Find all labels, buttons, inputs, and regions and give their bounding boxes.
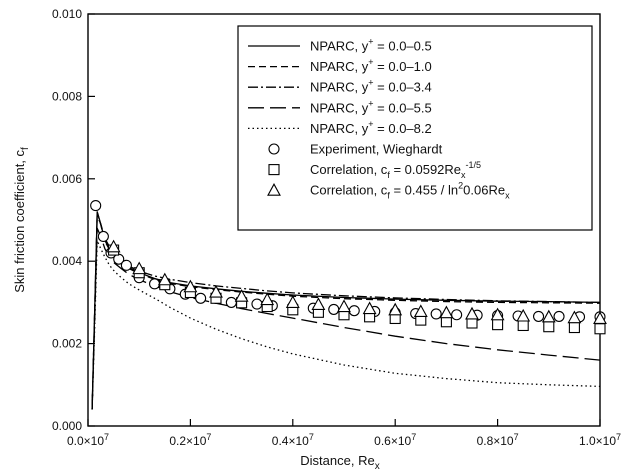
legend-label: NPARC, y+ = 0.0–1.0 <box>310 57 432 74</box>
circle-point <box>533 310 545 322</box>
circle-point <box>553 310 565 322</box>
triangle-point <box>260 292 275 306</box>
x-axis-label: Distance, Rex <box>300 453 379 472</box>
square-point <box>543 321 555 333</box>
triangle-point <box>541 309 556 323</box>
circle-point <box>149 278 161 290</box>
square-point <box>440 316 452 328</box>
y-tick-label: 0.006 <box>52 172 82 186</box>
square-point <box>517 319 529 332</box>
plot-frame <box>87 13 601 427</box>
triangle-point <box>209 284 223 298</box>
triangle-point <box>311 297 326 311</box>
triangle-point <box>439 305 454 319</box>
x-tick-label: 0.2×107 <box>169 432 211 448</box>
marker-series <box>90 200 607 335</box>
legend-marker-circle <box>268 143 280 155</box>
circle-point <box>348 305 360 317</box>
triangle-point <box>362 301 377 315</box>
circle-point <box>90 200 102 212</box>
legend-label: Experiment, Wieghardt <box>310 142 443 157</box>
circle-point <box>225 296 237 308</box>
square-point <box>492 319 504 331</box>
legend-entries: NPARC, y+ = 0.0–0.5 NPARC, y+ = 0.0–1.0 NP… <box>248 37 510 201</box>
legend-label: NPARC, y+ = 0.0–8.2 <box>310 119 432 136</box>
y-tick-label: 0.004 <box>52 254 82 268</box>
triangle-point <box>234 289 249 302</box>
triangle-point <box>465 306 479 320</box>
triangle-point <box>106 239 121 253</box>
circle-point <box>120 259 132 271</box>
legend-label: NPARC, y+ = 0.0–0.5 <box>310 37 432 54</box>
legend-marker-triangle <box>267 183 281 196</box>
legend-label: Correlation, cf = 0.455 / ln20.06Rex <box>310 181 510 201</box>
y-tick-label: 0.008 <box>52 89 82 103</box>
legend-label: NPARC, y+ = 0.0–3.4 <box>310 78 432 95</box>
triangle-point <box>337 299 351 313</box>
legend-label: Correlation, cf = 0.0592Rex-1/5 <box>310 160 481 180</box>
x-tick-label: 0.0×107 <box>67 432 109 448</box>
legend-label: NPARC, y+ = 0.0–5.5 <box>310 98 432 115</box>
circle-point <box>430 308 442 320</box>
marker-series-triangle <box>106 239 607 325</box>
triangle-point <box>516 308 531 322</box>
x-tick-label: 0.8×107 <box>477 432 519 448</box>
y-tick-label: 0.002 <box>52 337 82 351</box>
legend-marker-square <box>268 164 280 176</box>
triangle-point <box>183 279 198 293</box>
y-axis-label: Skin friction coefficient, cf <box>12 147 31 293</box>
circle-point <box>451 309 463 321</box>
triangle-point <box>285 295 300 308</box>
x-tick-label: 1.0×107 <box>579 432 621 448</box>
triangle-point <box>388 302 403 316</box>
y-tick-label: 0.000 <box>52 419 82 433</box>
x-tick-label: 0.6×107 <box>374 432 416 448</box>
square-point <box>466 317 478 329</box>
triangle-point <box>157 272 172 286</box>
square-point <box>594 323 606 335</box>
triangle-point <box>490 307 505 321</box>
circle-point <box>97 230 109 243</box>
circle-point <box>251 298 263 310</box>
triangle-point <box>413 304 428 318</box>
legend-frame <box>237 25 593 231</box>
x-tick-label: 0.4×107 <box>272 432 314 448</box>
series-line-4 <box>91 227 601 410</box>
circle-point <box>328 303 340 315</box>
series-line-5 <box>91 239 601 410</box>
triangle-point <box>132 261 147 275</box>
square-point <box>568 321 580 334</box>
triangle-point <box>567 310 582 324</box>
y-tick-label: 0.010 <box>52 7 82 21</box>
triangle-point <box>593 311 607 325</box>
legend-box: NPARC, y+ = 0.0–0.5 NPARC, y+ = 0.0–1.0 NP… <box>237 25 593 231</box>
circle-point <box>195 292 207 304</box>
